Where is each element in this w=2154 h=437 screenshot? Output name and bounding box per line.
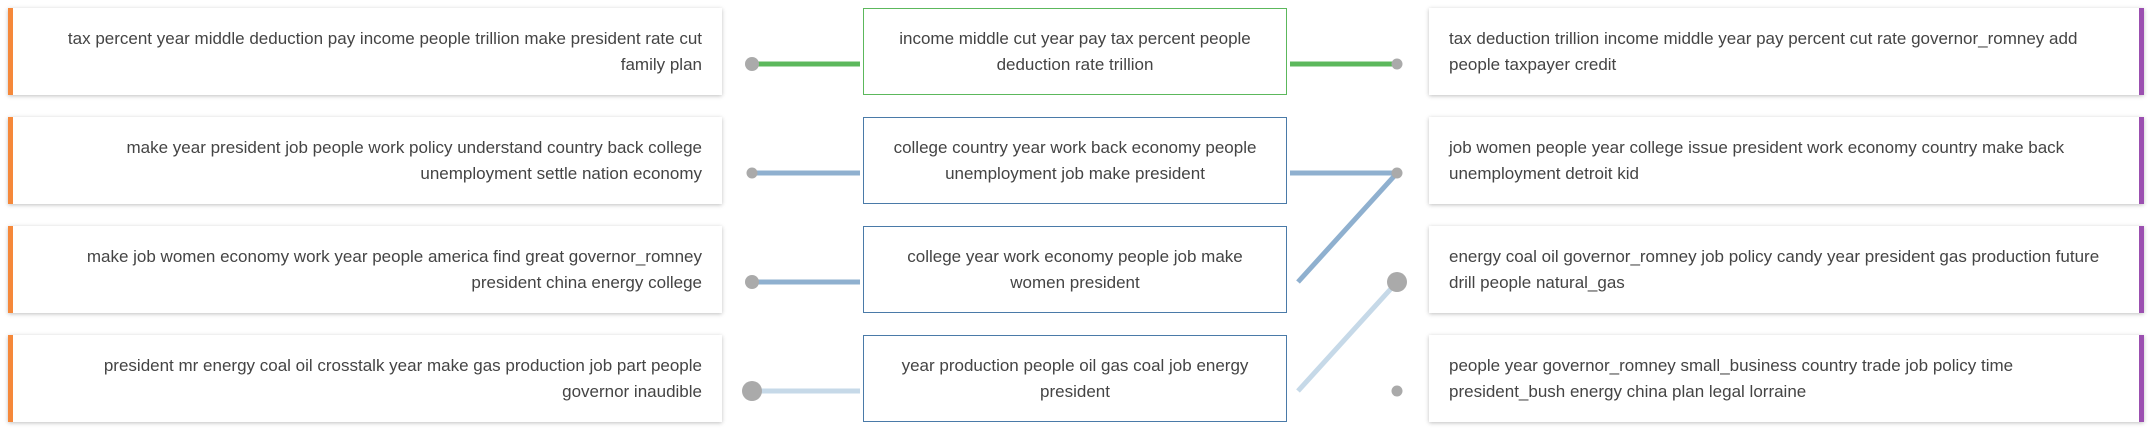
left-topic-card[interactable]: president mr energy coal oil crosstalk y… [8, 335, 722, 422]
left-node-dot [745, 57, 759, 71]
left-topic-card[interactable]: tax percent year middle deduction pay in… [8, 8, 722, 95]
right-node-dot [1391, 385, 1403, 397]
right-topic-text: tax deduction trillion income middle yea… [1449, 28, 2078, 74]
middle-topic-card[interactable]: college year work economy people job mak… [863, 226, 1287, 313]
left-topic-card[interactable]: make year president job people work poli… [8, 117, 722, 204]
left-topic-text: tax percent year middle deduction pay in… [67, 28, 702, 74]
right-node-dot [1387, 272, 1407, 292]
middle-topic-text: college country year work back economy p… [893, 137, 1257, 183]
middle-topic-card[interactable]: college country year work back economy p… [863, 117, 1287, 204]
middle-topic-card[interactable]: income middle cut year pay tax percent p… [863, 8, 1287, 95]
middle-topic-card[interactable]: year production people oil gas coal job … [863, 335, 1287, 422]
right-node-dot [1391, 167, 1403, 179]
right-topic-card[interactable]: people year governor_romney small_busine… [1429, 335, 2144, 422]
middle-topic-text: college year work economy people job mak… [907, 246, 1243, 292]
right-topic-text: energy coal oil governor_romney job poli… [1449, 246, 2100, 292]
left-topic-text: make job women economy work year people … [86, 246, 702, 292]
left-node-dot [746, 167, 758, 179]
left-node-dot [742, 381, 762, 401]
right-topic-card[interactable]: energy coal oil governor_romney job poli… [1429, 226, 2144, 313]
right-topic-text: people year governor_romney small_busine… [1449, 355, 2014, 401]
right-link-line [1296, 171, 1399, 284]
middle-topic-text: income middle cut year pay tax percent p… [899, 28, 1251, 74]
left-node-dot [745, 275, 759, 289]
right-topic-text: job women people year college issue pres… [1449, 137, 2065, 183]
right-topic-card[interactable]: tax deduction trillion income middle yea… [1429, 8, 2144, 95]
middle-topic-text: year production people oil gas coal job … [901, 355, 1249, 401]
left-topic-card[interactable]: make job women economy work year people … [8, 226, 722, 313]
right-topic-card[interactable]: job women people year college issue pres… [1429, 117, 2144, 204]
left-topic-text: president mr energy coal oil crosstalk y… [103, 355, 702, 401]
left-topic-text: make year president job people work poli… [126, 137, 703, 183]
right-node-dot [1391, 58, 1403, 70]
right-link-line [1296, 280, 1399, 393]
